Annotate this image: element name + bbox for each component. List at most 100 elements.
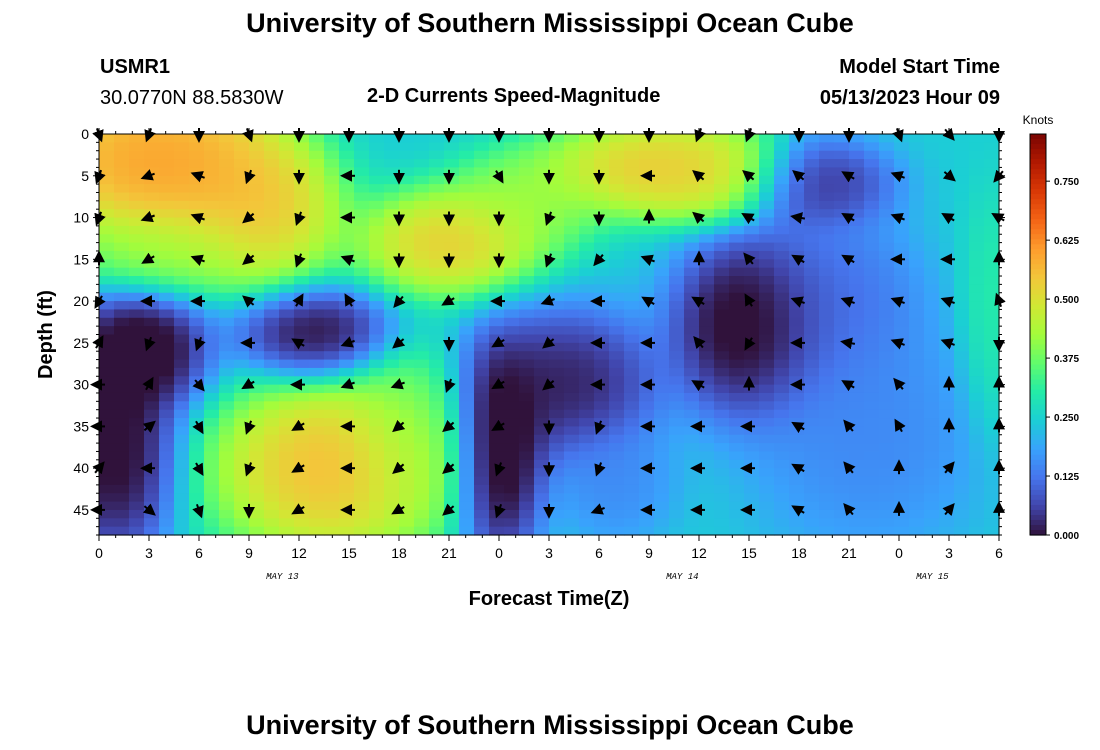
- heatmap-cell: [174, 342, 190, 352]
- heatmap-cell: [909, 359, 925, 369]
- heatmap-cell: [324, 225, 340, 235]
- heatmap-cell: [144, 351, 160, 361]
- heatmap-cell: [159, 192, 175, 202]
- heatmap-cell: [429, 292, 445, 302]
- heatmap-cell: [369, 175, 385, 185]
- heatmap-cell: [129, 234, 145, 244]
- heatmap-cell: [789, 451, 805, 461]
- heatmap-cell: [594, 301, 610, 311]
- heatmap-cell: [144, 342, 160, 352]
- heatmap-cell: [309, 367, 325, 377]
- x-axis-title: Forecast Time(Z): [469, 588, 630, 610]
- heatmap-cell: [624, 134, 640, 143]
- heatmap-cell: [864, 484, 880, 494]
- heatmap-cell: [789, 234, 805, 244]
- heatmap-cell: [159, 468, 175, 478]
- current-arrow: [744, 293, 756, 307]
- heatmap-cell: [174, 209, 190, 219]
- heatmap-cell: [684, 484, 700, 494]
- heatmap-cell: [699, 334, 715, 344]
- heatmap-cell: [729, 250, 745, 260]
- heatmap-cell: [909, 409, 925, 419]
- heatmap-cell: [159, 276, 175, 285]
- heatmap-cell: [429, 376, 445, 386]
- current-arrow: [442, 419, 456, 433]
- heatmap-cell: [864, 367, 880, 377]
- heatmap-cell: [594, 167, 610, 177]
- heatmap-cell: [909, 376, 925, 386]
- date-label: MAY 15: [916, 572, 949, 582]
- heatmap-cell: [549, 301, 565, 311]
- heatmap-cell: [804, 409, 820, 419]
- heatmap-cell: [759, 301, 775, 311]
- heatmap-cell: [264, 484, 280, 494]
- heatmap-cell: [954, 392, 970, 402]
- heatmap-cell: [579, 142, 595, 152]
- heatmap-cell: [339, 434, 355, 444]
- heatmap-cell: [819, 334, 835, 344]
- heatmap-cell: [984, 367, 1000, 377]
- heatmap-cell: [804, 367, 820, 377]
- colorbar-segment: [1030, 234, 1046, 240]
- colorbar-segment: [1030, 194, 1046, 200]
- heatmap-cell: [444, 451, 460, 461]
- heatmap-cell: [294, 392, 310, 402]
- heatmap-cell: [279, 426, 295, 436]
- heatmap-cell: [609, 451, 625, 461]
- heatmap-cell: [714, 426, 730, 436]
- heatmap-cell: [909, 509, 925, 519]
- heatmap-cell: [849, 334, 865, 344]
- heatmap-cell: [879, 309, 895, 319]
- heatmap-cell: [174, 359, 190, 369]
- colorbar-segment: [1030, 419, 1046, 426]
- heatmap-cell: [864, 434, 880, 444]
- heatmap-cell: [234, 134, 250, 143]
- heatmap-cell: [624, 418, 640, 427]
- heatmap-cell: [759, 509, 775, 519]
- heatmap-cell: [204, 493, 220, 503]
- heatmap-cell: [744, 392, 760, 402]
- heatmap-cell: [279, 317, 295, 327]
- heatmap-cell: [219, 484, 235, 494]
- heatmap-cell: [459, 326, 475, 336]
- heatmap-cell: [324, 250, 340, 260]
- heatmap-cell: [99, 200, 115, 210]
- heatmap-cell: [294, 159, 310, 169]
- heatmap-cell: [234, 250, 250, 260]
- heatmap-cell: [174, 175, 190, 185]
- heatmap-cell: [279, 234, 295, 244]
- heatmap-cell: [114, 459, 130, 469]
- heatmap-cell: [279, 292, 295, 302]
- heatmap-cell: [234, 426, 250, 436]
- heatmap-cell: [129, 451, 145, 461]
- heatmap-cell: [849, 351, 865, 361]
- heatmap-cell: [549, 509, 565, 519]
- heatmap-cell: [414, 159, 430, 169]
- heatmap-cell: [954, 292, 970, 302]
- heatmap-cell: [549, 267, 565, 277]
- heatmap-cell: [729, 468, 745, 478]
- heatmap-cell: [969, 326, 985, 336]
- product-title: 2-D Currents Speed-Magnitude: [367, 85, 661, 107]
- heatmap-cell: [969, 159, 985, 169]
- heatmap-cell: [219, 376, 235, 386]
- current-arrow: [841, 171, 855, 183]
- heatmap-cell: [369, 367, 385, 377]
- heatmap-cell: [279, 376, 295, 386]
- heatmap-cell: [714, 242, 730, 252]
- heatmap-cell: [384, 359, 400, 369]
- heatmap-cell: [654, 342, 670, 352]
- heatmap-cell: [309, 167, 325, 177]
- heatmap-cell: [729, 459, 745, 469]
- heatmap-cell: [789, 367, 805, 377]
- heatmap-cell: [519, 443, 535, 453]
- heatmap-cell: [684, 451, 700, 461]
- colorbar-segment: [1030, 224, 1046, 230]
- heatmap-cell: [684, 267, 700, 277]
- current-arrow: [494, 503, 506, 519]
- heatmap-cell: [564, 259, 580, 269]
- heatmap-cell: [984, 159, 1000, 169]
- heatmap-cell: [114, 309, 130, 319]
- heatmap-cell: [219, 142, 235, 152]
- heatmap-cell: [639, 426, 655, 436]
